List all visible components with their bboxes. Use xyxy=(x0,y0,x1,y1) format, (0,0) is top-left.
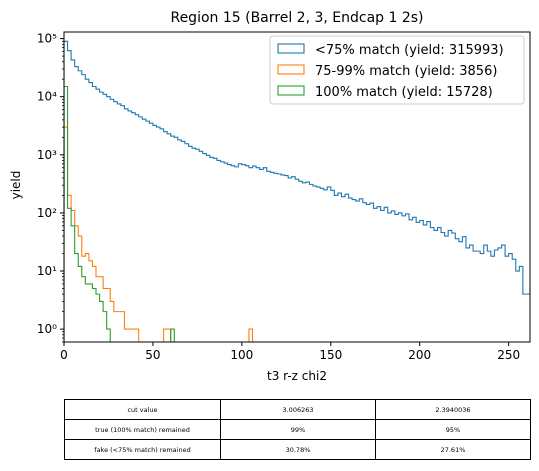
y-tick-label: 10⁰ xyxy=(37,322,57,336)
table-cell: 99% xyxy=(220,419,376,440)
table-cell: 30.78% xyxy=(220,439,376,460)
y-axis-label: yield xyxy=(9,171,23,200)
y-tick-label: 10⁴ xyxy=(37,90,57,104)
chart-title: Region 15 (Barrel 2, 3, Endcap 1 2s) xyxy=(170,10,423,26)
y-tick-label: 10² xyxy=(37,206,57,220)
table-row: fake (<75% match) remained 30.78% 27.61% xyxy=(64,439,531,460)
table-row: cut value 3.006263 2.3940036 xyxy=(64,399,531,420)
series-line-2 xyxy=(64,85,175,342)
x-tick-label: 0 xyxy=(60,348,68,362)
y-tick-label: 10¹ xyxy=(37,264,57,278)
table-row: true (100% match) remained 99% 95% xyxy=(64,419,531,440)
legend-label: 75-99% match (yield: 3856) xyxy=(315,64,497,79)
x-tick-label: 250 xyxy=(497,348,520,362)
legend-swatch xyxy=(277,43,305,54)
legend-box xyxy=(269,35,525,105)
x-tick-label: 100 xyxy=(230,348,253,362)
histogram-chart: <75% match (yield: 315993) 75-99% match (… xyxy=(9,10,531,383)
table-cell: 2.3940036 xyxy=(375,399,531,420)
table-cell: 3.006263 xyxy=(220,399,376,420)
table-cell: fake (<75% match) remained xyxy=(64,439,221,460)
x-tick-label: 50 xyxy=(145,348,160,362)
axes: 0 50 100 150 200 250 10⁰ 10¹ 10² 10³ 10⁴ 10⁵ xyxy=(37,31,531,362)
table-cell: 95% xyxy=(375,419,531,440)
cut-summary-table: cut value 3.006263 2.3940036 true (100% … xyxy=(64,399,531,460)
y-tick-label: 10⁵ xyxy=(37,32,57,46)
table-cell: cut value xyxy=(64,399,221,420)
x-tick-label: 150 xyxy=(319,348,342,362)
table-cell: true (100% match) remained xyxy=(64,419,221,440)
table-cell: 27.61% xyxy=(375,439,531,460)
plot-area xyxy=(64,40,530,342)
x-axis-label: t3 r-z chi2 xyxy=(267,369,327,383)
plot-frame xyxy=(63,31,531,343)
legend: <75% match (yield: 315993) 75-99% match (… xyxy=(269,35,525,105)
legend-label: 100% match (yield: 15728) xyxy=(315,85,493,100)
x-tick-label: 200 xyxy=(408,348,431,362)
legend-label: <75% match (yield: 315993) xyxy=(315,43,504,58)
y-tick-label: 10³ xyxy=(37,148,57,162)
series-line-1 xyxy=(64,126,254,342)
legend-swatch xyxy=(277,64,305,75)
series-line-0 xyxy=(64,40,530,342)
legend-swatch xyxy=(277,85,305,96)
